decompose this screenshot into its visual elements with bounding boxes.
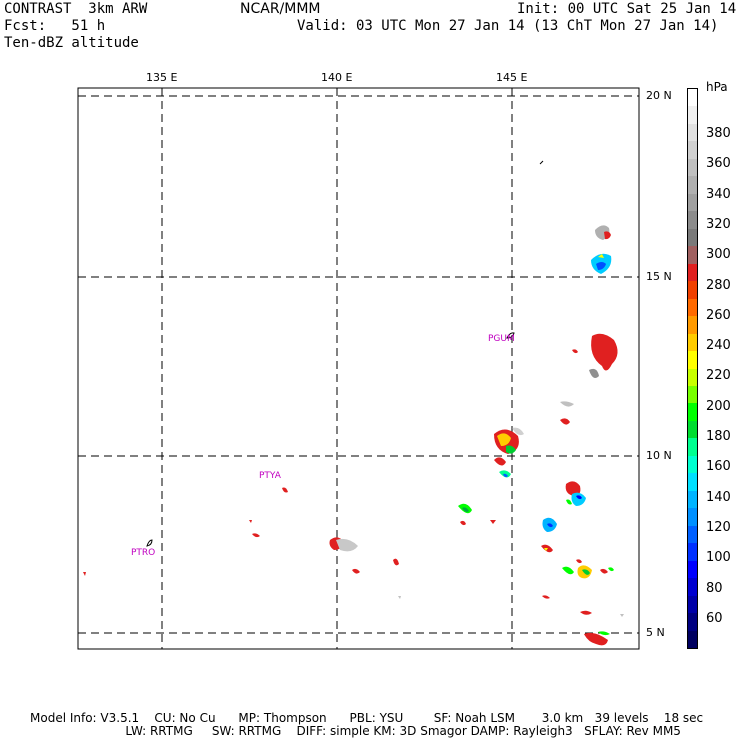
palau-coast (146, 539, 153, 547)
colorbar-label: 320 (706, 216, 731, 232)
colorbar-swatch (688, 333, 697, 352)
station-ptro: PTRO (131, 548, 156, 558)
lon-label-145e: 145 E (496, 71, 528, 84)
station-pgum: PGUM (488, 334, 515, 344)
colorbar-label: 380 (706, 126, 731, 141)
colorbar-swatch (688, 508, 697, 526)
colorbar-swatch (688, 368, 697, 386)
field-name: Ten-dBZ altitude (4, 35, 139, 51)
valid-time: Valid: 03 UTC Mon 27 Jan 14 (13 ChT Mon … (297, 18, 719, 34)
colorbar (687, 88, 698, 649)
colorbar-label: 220 (706, 368, 731, 384)
colorbar-swatch (688, 228, 697, 247)
colorbar-swatch (688, 263, 697, 282)
colorbar-swatch (688, 543, 697, 561)
colorbar-swatch (688, 595, 697, 614)
colorbar-label: 80 (706, 580, 723, 596)
lat-label-10n: 10 N (646, 449, 672, 462)
colorbar-swatch (688, 123, 697, 142)
colorbar-label: 200 (706, 398, 731, 414)
colorbar-swatch (688, 281, 697, 299)
colorbar-label: 60 (706, 610, 723, 626)
lon-label-135e: 135 E (146, 71, 178, 84)
footer-line-1: Model Info: V3.5.1 CU: No Cu MP: Thompso… (30, 711, 704, 725)
colorbar-label: 100 (706, 550, 731, 566)
graticule (78, 88, 639, 649)
colorbar-swatch (688, 193, 697, 212)
colorbar-swatch (688, 630, 697, 648)
colorbar-swatch (688, 141, 697, 159)
colorbar-swatch (688, 246, 697, 264)
colorbar-label: 260 (706, 307, 731, 323)
org-label: NCAR/MMM (240, 1, 321, 17)
colorbar-swatch (688, 316, 697, 334)
colorbar-swatch (688, 351, 697, 369)
colorbar-label: 360 (706, 156, 731, 172)
lon-label-140e: 140 E (321, 71, 353, 84)
station-ptya: PTYA (259, 471, 281, 481)
forecast-hour: Fcst: 51 h (4, 18, 106, 34)
footer-line-2: LW: RRTMG SW: RRTMG DIFF: simple KM: 3D … (30, 724, 681, 738)
colorbar-unit: hPa (706, 80, 728, 94)
reflectivity-patches (83, 225, 624, 646)
colorbar-swatch (688, 473, 697, 491)
colorbar-swatch (688, 438, 697, 456)
colorbar-swatch (688, 578, 697, 596)
colorbar-swatch (688, 176, 697, 194)
colorbar-swatch (688, 613, 697, 631)
colorbar-swatch (688, 211, 697, 229)
colorbar-label: 140 (706, 489, 731, 505)
colorbar-label: 120 (706, 519, 731, 535)
colorbar-swatch (688, 560, 697, 579)
lat-label-20n: 20 N (646, 89, 672, 102)
map-frame (77, 87, 640, 650)
colorbar-swatch (688, 158, 697, 177)
colorbar-label: 180 (706, 429, 731, 444)
colorbar-swatch (688, 455, 697, 474)
colorbar-swatch (688, 525, 697, 544)
colorbar-label: 160 (706, 459, 731, 475)
colorbar-swatch (688, 385, 697, 404)
colorbar-swatch (688, 490, 697, 509)
colorbar-swatch (688, 106, 697, 124)
lat-label-15n: 15 N (646, 270, 672, 283)
lat-label-5n: 5 N (646, 626, 665, 639)
colorbar-label: 240 (706, 338, 731, 354)
guam-coast (506, 332, 515, 339)
colorbar-label: 280 (706, 277, 731, 293)
colorbar-swatch (688, 298, 697, 317)
colorbar-label: 340 (706, 186, 731, 202)
colorbar-label: 300 (706, 247, 731, 263)
colorbar-swatch (688, 420, 697, 439)
colorbar-swatch (688, 89, 697, 107)
colorbar-swatch (688, 403, 697, 421)
init-time: Init: 00 UTC Sat 25 Jan 14 (517, 1, 737, 17)
coastlines (146, 160, 544, 547)
model-title: CONTRAST 3km ARW (4, 1, 148, 17)
